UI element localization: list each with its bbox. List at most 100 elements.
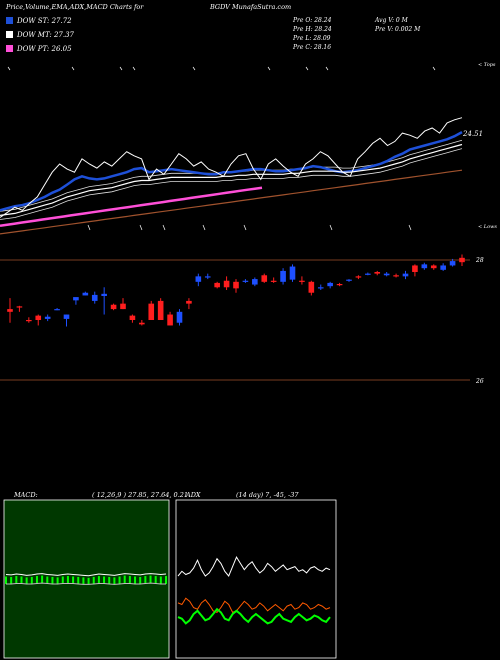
top-marker-tick (192, 66, 196, 71)
candle-body (82, 292, 89, 296)
pre-low: Pre L: 28.09 (293, 35, 331, 42)
top-marker-tick (132, 66, 136, 71)
adx-panel (175, 499, 337, 659)
low-marker-tick (202, 224, 206, 231)
legend-dow-mt: DOW MT: 27.37 (6, 31, 74, 39)
candle-body (167, 314, 173, 326)
low-marker-tick (329, 224, 333, 231)
low-marker-tick (139, 224, 143, 231)
candle-body (252, 279, 258, 285)
macd-line (5, 573, 167, 577)
candle-body (374, 272, 381, 274)
candle-body (383, 273, 390, 276)
top-marker-tick (267, 66, 271, 71)
candle-body (139, 322, 145, 325)
candle-body (176, 311, 183, 323)
tops-label: < Tops (478, 62, 496, 68)
candle-body (299, 280, 305, 282)
brown-ema-line (0, 169, 463, 235)
candle-body (412, 265, 418, 272)
candle-body (242, 280, 249, 282)
low-marker-tick (162, 224, 166, 231)
candle-body (402, 273, 409, 277)
macd-signal-line (6, 582, 166, 585)
candle-body (63, 314, 70, 319)
candle-body (336, 284, 343, 286)
candle-body (365, 273, 371, 275)
candle-body (393, 275, 399, 277)
candle-body (35, 315, 42, 320)
series-dow-st-line (0, 131, 463, 212)
top-marker-tick (119, 66, 123, 71)
white-ema-band-line (0, 148, 463, 220)
candle-body (214, 282, 220, 288)
price-line (0, 117, 463, 218)
candle-body (7, 309, 13, 312)
pre-volume: Pre V: 0.002 M (375, 26, 421, 33)
adx-line (177, 556, 331, 577)
low-marker-tick (243, 224, 247, 231)
legend-label: DOW ST: 27.72 (17, 17, 72, 25)
candle-body (186, 300, 192, 304)
low-marker-tick (408, 224, 412, 231)
top-marker-tick (432, 66, 436, 71)
candle-body (73, 297, 79, 301)
legend-dow-pt: DOW PT: 26.05 (6, 45, 72, 53)
candle-body (223, 280, 230, 288)
macd-panel (3, 499, 170, 659)
avg-volume: Avg V: 0 M (375, 17, 408, 24)
pre-close: Pre C: 28.16 (293, 44, 332, 51)
adx-minus-di-line (177, 597, 331, 614)
last-value-label: 24.51 (463, 130, 484, 138)
candle-body (157, 300, 164, 320)
candle-body (280, 270, 286, 282)
candle-body (346, 279, 352, 281)
candle-body (16, 306, 23, 308)
legend-label: DOW MT: 27.37 (17, 31, 74, 39)
price-axis-26: 26 (476, 378, 484, 385)
pre-high: Pre H: 28.24 (293, 26, 332, 33)
candle-body (129, 315, 136, 320)
candle-body (308, 281, 315, 293)
macd-params: ( 12,26,9 ) 27.85, 27.64, 0.21 (92, 491, 189, 499)
pre-open: Pre O: 28.24 (293, 17, 332, 24)
candle-body (91, 294, 98, 301)
legend-swatch (6, 17, 13, 24)
candle-body (317, 287, 324, 289)
candle-body (26, 320, 32, 322)
lows-label: < Lows (478, 224, 497, 230)
adx-plus-di-line (177, 607, 331, 625)
candle-body (204, 276, 211, 278)
candle-body (110, 304, 117, 310)
top-marker-tick (71, 66, 75, 71)
top-marker-tick (7, 66, 11, 71)
low-marker-tick (87, 224, 91, 231)
candle-body (233, 281, 239, 289)
legend-swatch (6, 31, 13, 38)
candle-body (459, 257, 465, 263)
series-dow-pt-line (0, 186, 263, 227)
candle-body (120, 303, 126, 310)
candle-body (289, 266, 296, 280)
candle-body (440, 265, 446, 270)
price-axis-28: 28 (476, 257, 484, 264)
candle-body (270, 280, 277, 282)
adx-label: ADX (186, 491, 201, 499)
top-marker-tick (305, 66, 309, 71)
chart-title: Price,Volume,EMA,ADX,MACD Charts for (6, 3, 144, 11)
legend-label: DOW PT: 26.05 (17, 45, 72, 53)
macd-label: MACD: (14, 491, 38, 499)
chart-symbol: BGDV MunafaSutra.com (210, 3, 292, 11)
candle-body (421, 264, 428, 269)
top-marker-tick (325, 66, 329, 71)
candle-body (44, 316, 51, 319)
candle-body (195, 276, 202, 282)
candle-body (101, 293, 107, 296)
candle-body (449, 261, 456, 266)
candle-body (430, 265, 437, 269)
candle-body (54, 309, 60, 311)
candle-body (261, 275, 268, 282)
candle-body (355, 276, 362, 278)
